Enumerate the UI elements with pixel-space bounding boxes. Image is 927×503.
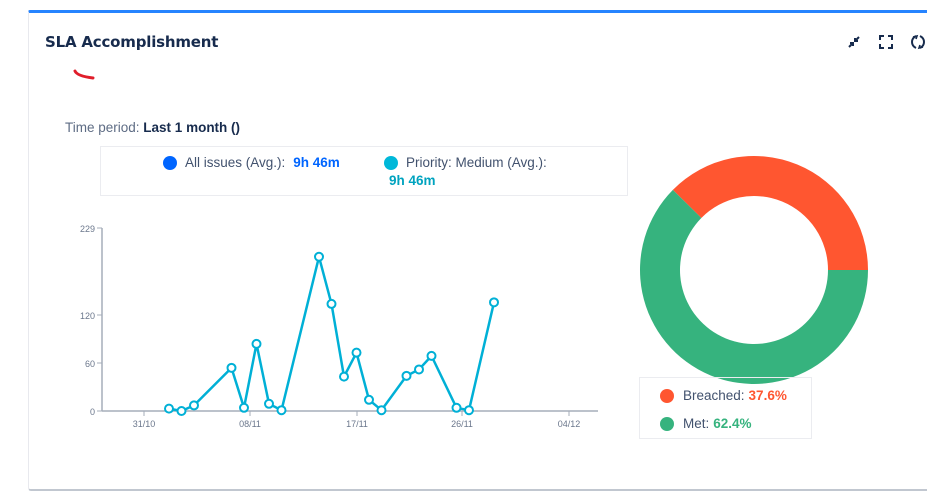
legend-value: 37.6% xyxy=(748,388,787,403)
fullscreen-button[interactable] xyxy=(876,32,896,52)
data-point[interactable] xyxy=(489,297,499,308)
data-point[interactable] xyxy=(164,403,174,414)
data-point[interactable] xyxy=(426,350,437,361)
legend-met[interactable]: Met: 62.4% xyxy=(660,416,752,431)
data-point[interactable] xyxy=(451,402,462,413)
x-tick-label: 31/10 xyxy=(133,419,156,429)
data-point[interactable] xyxy=(339,371,349,382)
donut-slices xyxy=(640,156,868,385)
y-axis: 229 120 60 0 xyxy=(80,224,103,417)
data-point[interactable] xyxy=(189,400,199,411)
legend-all-issues[interactable]: All issues (Avg.): 9h 46m xyxy=(163,155,340,170)
data-point[interactable] xyxy=(414,364,424,375)
donut-legend: Breached: 37.6% Met: 62.4% xyxy=(639,377,812,439)
refresh-button[interactable] xyxy=(908,32,927,52)
legend-dot-icon xyxy=(163,156,177,170)
time-period-value: Last 1 month () xyxy=(143,120,241,135)
y-tick-label: 120 xyxy=(80,311,95,321)
fullscreen-icon xyxy=(879,35,893,49)
legend-dot-icon xyxy=(660,388,674,403)
minimize-icon xyxy=(848,36,860,48)
data-point[interactable] xyxy=(226,362,237,373)
legend-label: Priority: Medium (Avg.): xyxy=(406,155,547,170)
x-tick-label: 26/11 xyxy=(451,419,473,429)
legend-value: 62.4% xyxy=(713,416,752,431)
legend-dot-icon xyxy=(384,156,398,170)
x-tick-label: 08/11 xyxy=(239,419,261,429)
data-point[interactable] xyxy=(314,251,324,262)
y-tick-label: 229 xyxy=(80,224,95,234)
red-annotation-mark xyxy=(73,69,95,80)
donut-slice-breached[interactable] xyxy=(672,156,868,270)
legend-label: Breached: xyxy=(683,388,745,403)
donut-slice-met[interactable] xyxy=(640,189,868,385)
x-tick-label: 17/11 xyxy=(346,419,368,429)
data-point[interactable] xyxy=(326,298,337,309)
legend-label: All issues (Avg.): xyxy=(185,155,286,170)
legend-breached[interactable]: Breached: 37.6% xyxy=(660,388,787,403)
data-point[interactable] xyxy=(276,405,287,416)
data-point[interactable] xyxy=(364,394,374,405)
widget-title: SLA Accomplishment xyxy=(45,33,219,51)
time-period: Time period: Last 1 month () xyxy=(65,120,240,135)
time-period-label: Time period: xyxy=(65,120,140,135)
line-chart-legend: All issues (Avg.): 9h 46m Priority: Medi… xyxy=(100,146,628,196)
data-point[interactable] xyxy=(401,370,412,381)
data-point[interactable] xyxy=(239,402,249,413)
refresh-icon xyxy=(910,34,926,50)
y-tick-label: 0 xyxy=(90,407,95,417)
legend-value: 9h 46m xyxy=(389,173,436,188)
legend-priority-medium[interactable]: Priority: Medium (Avg.): 9h 46m xyxy=(384,155,584,188)
legend-dot-icon xyxy=(660,416,674,431)
x-tick-label: 04/12 xyxy=(558,419,581,429)
data-point[interactable] xyxy=(176,406,187,416)
legend-value: 9h 46m xyxy=(293,155,340,170)
data-point[interactable] xyxy=(251,338,262,349)
minimize-button[interactable] xyxy=(844,32,864,52)
data-point[interactable] xyxy=(264,398,274,409)
data-point[interactable] xyxy=(351,347,362,358)
series-priority-medium xyxy=(164,251,499,416)
widget-actions xyxy=(844,32,927,52)
legend-label: Met: xyxy=(683,416,710,431)
y-tick-label: 60 xyxy=(85,359,95,369)
data-point[interactable] xyxy=(464,405,474,416)
data-point[interactable] xyxy=(376,405,387,416)
